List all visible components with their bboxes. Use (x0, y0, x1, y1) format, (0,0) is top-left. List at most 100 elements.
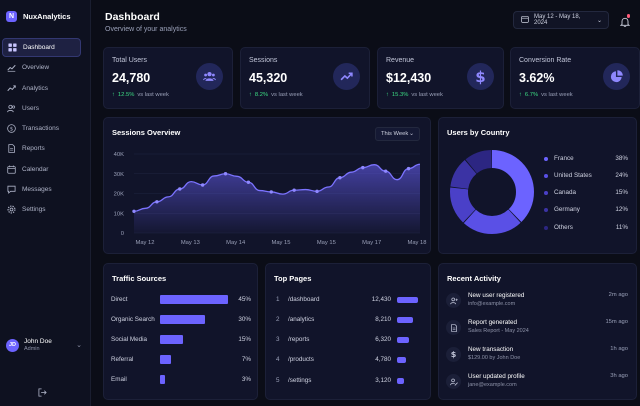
arrow-up-icon: ↑ (112, 92, 115, 98)
page-rank: 1 (276, 296, 280, 303)
page-rank: 5 (276, 377, 280, 384)
pie-icon (603, 63, 630, 90)
table-row[interactable]: 5/settings 3,120 (276, 375, 420, 386)
notification-dot (626, 14, 630, 18)
list-item[interactable]: Report generated Sales Report - May 2024 1… (446, 319, 628, 339)
page-views-bar (397, 296, 418, 303)
date-range-picker[interactable]: May 12 - May 18, 2024 ⌄ (513, 11, 609, 29)
table-row[interactable]: 3/reports 6,320 (276, 334, 420, 345)
list-item[interactable]: New user registered info@example.com 2m ag… (446, 292, 628, 312)
sidebar-item-calendar[interactable]: Calendar (2, 160, 81, 179)
week-filter-dropdown[interactable]: This Week ⌄ (375, 127, 420, 141)
card-title: Traffic Sources (112, 274, 167, 283)
x-tick-label: May 17 (362, 240, 381, 246)
activity-title: New user registered (468, 292, 525, 299)
traffic-percent: 15% (238, 336, 251, 343)
chevron-down-icon: ⌄ (76, 342, 82, 349)
legend-dot (544, 190, 548, 195)
chevron-down-icon: ⌄ (596, 17, 602, 24)
page-path: /reports (288, 336, 310, 343)
country-row: United States 24% (544, 172, 628, 179)
stat-label: Revenue (386, 57, 415, 64)
table-row[interactable]: 1/dashboard 12,430 (276, 294, 420, 305)
sessions-chart: 0 10K 20K 30K 40K May 12 May 13 May 14 May 15 Ma… (114, 152, 427, 246)
sidebar: N NuxAnalytics Dashboard Overview Analyt… (0, 0, 91, 406)
traffic-percent: 30% (238, 316, 251, 323)
user-menu[interactable]: JD John Doe Admin ⌄ (6, 337, 82, 353)
table-row[interactable]: 2/analytics 8,210 (276, 314, 420, 325)
logout-icon[interactable] (38, 384, 47, 397)
arrow-up-icon: ↑ (519, 92, 522, 98)
country-name: United States (554, 172, 592, 179)
activity-time: 1h ago (610, 346, 628, 352)
sidebar-item-users[interactable]: Users (2, 99, 81, 118)
activity-subtitle: jane@example.com (468, 382, 517, 388)
stat-value: 45,320 (249, 71, 288, 85)
sidebar-item-label: Analytics (22, 84, 49, 92)
stat-value: 24,780 (112, 71, 151, 85)
donut-slice-united-states[interactable] (450, 150, 534, 234)
stat-change: ↑ 6.7% vs last week (519, 92, 573, 98)
sidebar-item-label: Reports (22, 145, 45, 153)
avatar: JD (6, 338, 19, 352)
users-by-country-card: Users by Country (438, 117, 637, 254)
sessions-point[interactable] (200, 183, 205, 187)
user-plus-icon (446, 293, 461, 308)
country-percent: 38% (615, 155, 628, 162)
country-name: Canada (554, 189, 577, 196)
sessions-point[interactable] (315, 189, 319, 194)
sessions-point[interactable] (383, 169, 388, 173)
top-pages-card: Top Pages (265, 263, 431, 400)
sessions-point[interactable] (338, 176, 342, 180)
sessions-point[interactable] (132, 209, 136, 213)
brand[interactable]: N NuxAnalytics (6, 11, 71, 22)
card-title: Top Pages (274, 274, 312, 283)
legend-dot (544, 207, 548, 212)
trend-icon (333, 63, 360, 90)
traffic-label: Email (111, 376, 127, 383)
sidebar-item-settings[interactable]: Settings (2, 200, 81, 219)
gear-icon (7, 205, 16, 214)
sessions-area (134, 164, 420, 233)
x-tick-label: May 15 (317, 240, 336, 246)
table-row[interactable]: 4/products 4,780 (276, 354, 420, 365)
country-name: Germany (554, 206, 580, 213)
sidebar-item-label: Calendar (22, 165, 49, 173)
arrow-up-icon: ↑ (386, 92, 389, 98)
sessions-point[interactable] (361, 165, 365, 170)
page-rank: 3 (276, 336, 280, 343)
page-rank: 2 (276, 316, 280, 323)
donut-slice-france[interactable] (450, 150, 534, 234)
traffic-label: Referral (111, 356, 134, 363)
sessions-point[interactable] (223, 172, 228, 176)
brand-logo-icon: N (6, 11, 17, 22)
activity-title: New transaction (468, 346, 514, 353)
sidebar-item-transactions[interactable]: $ Transactions (2, 119, 81, 138)
sessions-point[interactable] (155, 200, 159, 204)
sidebar-item-messages[interactable]: Messages (2, 180, 81, 199)
sessions-point[interactable] (406, 166, 411, 171)
calendar-icon (7, 165, 16, 174)
stat-value: 3.62% (519, 71, 555, 85)
bell-icon[interactable] (619, 14, 631, 27)
x-tick-label: May 14 (226, 240, 246, 246)
bar-chart-icon (7, 84, 16, 93)
country-row: France 38% (544, 155, 628, 162)
list-item[interactable]: User updated profile jane@example.com 3h a… (446, 373, 628, 393)
sidebar-item-analytics[interactable]: Analytics (2, 79, 81, 98)
sidebar-item-reports[interactable]: Reports (2, 139, 81, 158)
stat-card-revenue: Revenue $12,430 ↑ 15.3% vs last week $ (377, 47, 504, 109)
sessions-point[interactable] (246, 180, 251, 184)
sessions-point[interactable] (178, 187, 182, 191)
svg-text:$: $ (10, 127, 13, 133)
sessions-overview-card: Sessions Overview This Week ⌄ 0 10K 20K 30K… (103, 117, 431, 254)
activity-time: 15m ago (605, 319, 628, 325)
list-item[interactable]: $ New transaction $129.00 by John Doe 1h ag… (446, 346, 628, 366)
sidebar-item-overview[interactable]: Overview (2, 58, 81, 77)
sessions-point[interactable] (292, 188, 296, 192)
donut-slice-canada[interactable] (450, 150, 534, 234)
sidebar-item-dashboard[interactable]: Dashboard (2, 38, 81, 57)
traffic-bar (160, 375, 165, 384)
page-views: 4,780 (375, 356, 391, 363)
sessions-point[interactable] (269, 190, 273, 194)
